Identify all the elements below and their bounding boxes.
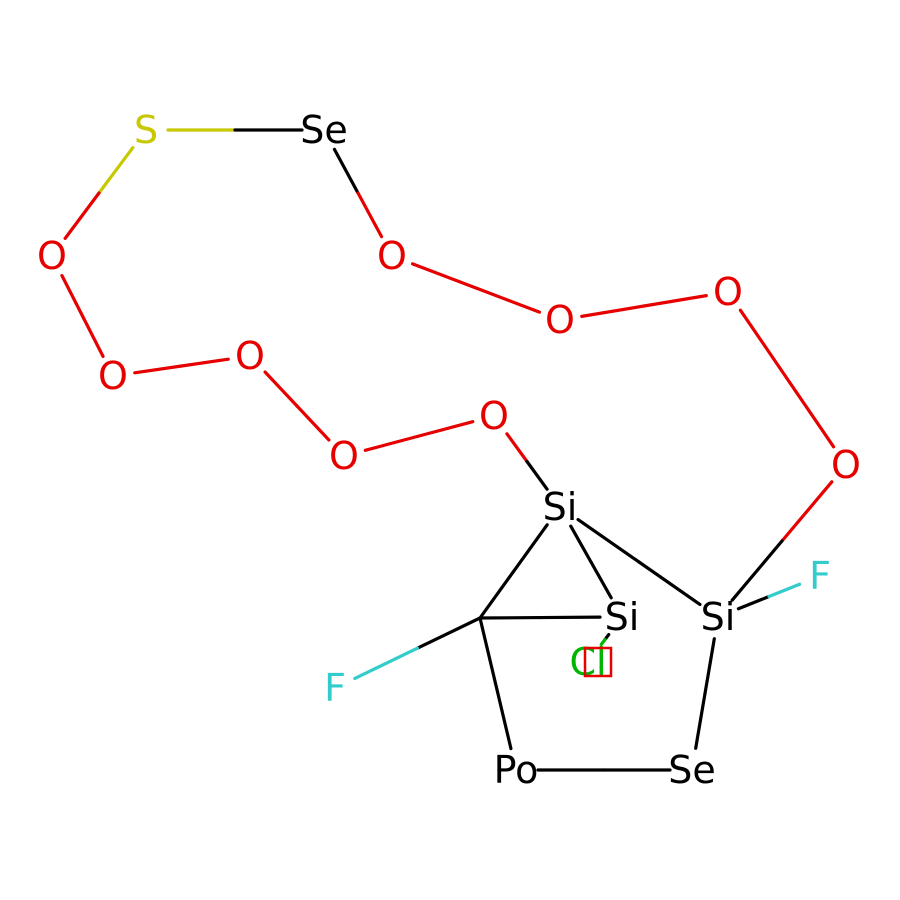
bond-half [780, 480, 834, 543]
atom-se-a17: Se [668, 748, 716, 792]
atom-o-a5: O [545, 298, 575, 342]
bond-a4-a6 [133, 357, 230, 375]
bond-a2-a4 [60, 274, 105, 358]
bond-half [415, 616, 482, 650]
bond-a17-a13 [694, 637, 716, 750]
bond-half [295, 404, 331, 442]
bond-half [767, 582, 802, 599]
bond-half [694, 691, 707, 750]
bond-half [474, 286, 542, 314]
bond-a3-a5 [410, 262, 542, 314]
bond-half [179, 357, 230, 368]
bond-c1-a12 [478, 615, 602, 620]
bond-c1-a16 [478, 616, 513, 751]
atom-si-a11: Si [543, 485, 578, 529]
atom-f-a15: F [809, 554, 831, 598]
bond-c1-a14 [353, 616, 482, 681]
bond-a11-c1 [478, 523, 549, 620]
bond-half [637, 560, 702, 607]
bond-half [417, 420, 475, 438]
bond-a5-a7 [580, 294, 708, 318]
atom-o-a2: O [37, 234, 67, 278]
bond-half [478, 616, 498, 685]
bond-half [736, 594, 771, 611]
atom-f-a14: F [324, 666, 346, 710]
bond-a13-a15 [736, 582, 802, 611]
atom-s-a0: S [134, 108, 158, 152]
atom-o-a9: O [831, 443, 861, 487]
bond-a1-a3 [332, 147, 384, 239]
atom-label-layer: S Se O O O O O O O O O Si Si Si F F Po Se Cl [37, 108, 861, 792]
atom-se-a1: Se [300, 108, 348, 152]
bond-a11-a13 [576, 517, 702, 607]
bond-half [505, 432, 529, 464]
atom-po-a16: Po [494, 748, 539, 792]
atom-o-a8: O [329, 434, 359, 478]
bond-a8-a10 [363, 420, 475, 452]
bond-a9-a13 [730, 480, 834, 602]
bond-half [576, 517, 641, 564]
bond-half [363, 434, 421, 452]
bond-a7-a9 [738, 308, 836, 449]
bond-half [785, 376, 836, 449]
bond-half [599, 637, 607, 647]
bond-half [410, 262, 478, 290]
bond-half [80, 314, 105, 358]
bond-a11-a12 [569, 524, 613, 600]
atom-o-a10: O [479, 394, 509, 438]
bond-half [730, 539, 784, 602]
unknown-atom-box [583, 646, 613, 678]
bond-half [703, 637, 716, 696]
bond-half [478, 569, 516, 620]
atom-si-a12: Si [605, 595, 640, 639]
bond-half [133, 364, 184, 375]
bond-half [580, 304, 646, 318]
bond-a0-a2 [63, 146, 135, 240]
atom-o-a3: O [377, 234, 407, 278]
bond-half [63, 191, 101, 240]
bond-half [263, 370, 299, 408]
bond-half [332, 147, 360, 195]
bond-half [353, 646, 420, 681]
bond-a10-a11 [505, 432, 549, 491]
atom-o-a4: O [98, 354, 128, 398]
atom-si-a13: Si [701, 595, 736, 639]
bond-half [589, 560, 613, 600]
bond-half [525, 459, 549, 491]
bond-a12-a18 [599, 632, 611, 647]
bond-half [97, 146, 135, 195]
atom-o-a7: O [713, 270, 743, 314]
bond-half [511, 523, 549, 574]
atom-o-a6: O [235, 334, 265, 378]
bond-half [493, 681, 513, 751]
bond-half [60, 274, 85, 318]
bond-half [569, 524, 593, 564]
bond-half [738, 308, 789, 381]
bond-a6-a8 [263, 370, 331, 442]
bond-half [642, 294, 708, 308]
bond-layer [60, 128, 836, 772]
atom-cl-a18: Cl [569, 640, 606, 684]
bond-half [356, 191, 384, 239]
